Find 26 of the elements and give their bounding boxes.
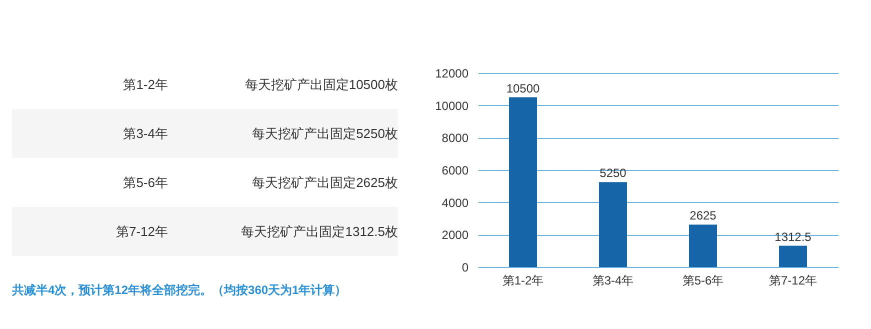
bar <box>689 224 717 267</box>
x-tick-label: 第1-2年 <box>502 274 544 288</box>
y-tick-label: 8000 <box>442 131 469 146</box>
text: 第3-4年 <box>122 124 168 142</box>
y-tick-label: 6000 <box>442 164 469 178</box>
text: 共减半4次，预计第12年将全部挖完。（均按360天为1年计算） <box>12 282 347 299</box>
x-tick-label: 第5-6年 <box>682 274 724 288</box>
bar <box>599 182 627 267</box>
data-label: 10500 <box>506 81 540 96</box>
bar <box>509 97 537 267</box>
y-tick-label: 0 <box>462 260 469 274</box>
y-tick-label: 2000 <box>442 228 469 242</box>
data-label: 2625 <box>690 208 717 223</box>
text: 每天挖矿产出固定1312.5枚 <box>240 222 398 240</box>
bar <box>779 246 807 267</box>
text: 每天挖矿产出固定5250枚 <box>251 124 398 142</box>
x-tick-label: 第3-4年 <box>592 274 634 288</box>
y-tick-label: 12000 <box>435 66 469 80</box>
y-tick-label: 4000 <box>442 196 469 210</box>
text: 第7-12年 <box>114 222 168 240</box>
text: 每天挖矿产出固定2625枚 <box>251 174 398 192</box>
text: 第5-6年 <box>122 174 168 192</box>
text: 每天挖矿产出固定10500枚 <box>244 76 398 94</box>
text: 第1-2年 <box>122 76 168 94</box>
x-tick-label: 第7-12年 <box>768 274 818 288</box>
y-tick-label: 10000 <box>435 98 469 113</box>
